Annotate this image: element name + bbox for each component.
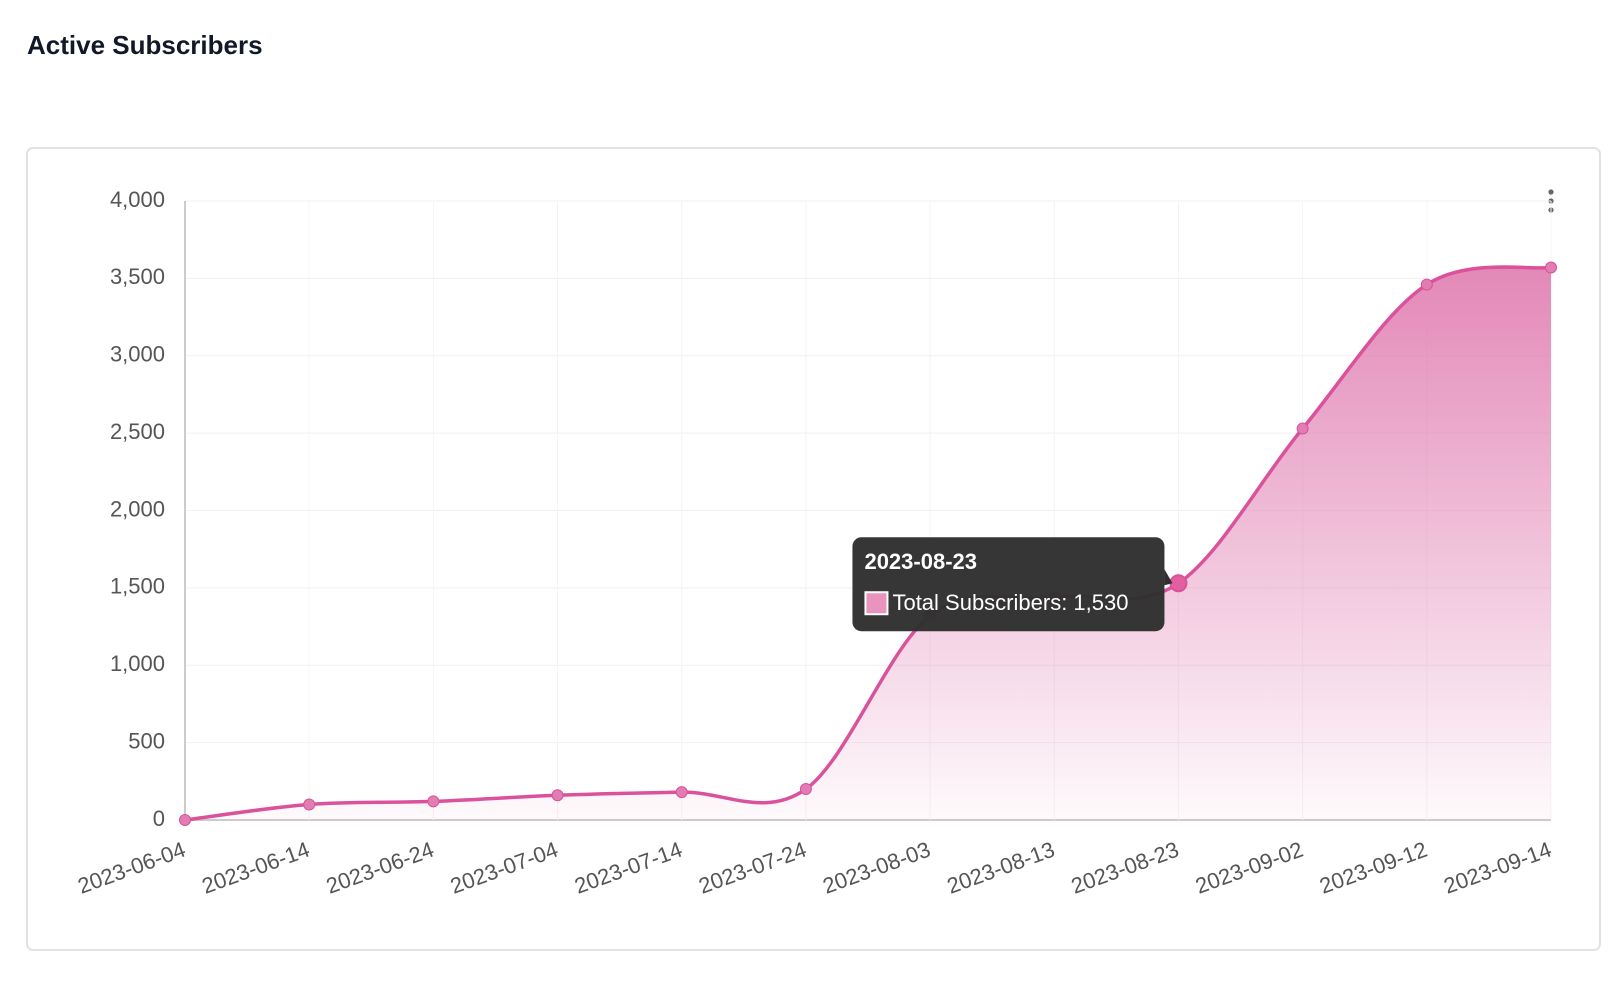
tooltip: 2023-08-23 Total Subscribers: 1,530 xyxy=(852,537,1173,632)
tooltip-swatch xyxy=(864,591,889,616)
point xyxy=(675,786,688,799)
y-tick-label: 0 xyxy=(153,806,165,831)
tooltip-arrow xyxy=(1164,569,1173,586)
y-tick-label: 4,000 xyxy=(110,187,165,212)
point xyxy=(303,798,316,811)
tooltip-title: 2023-08-23 xyxy=(864,549,977,574)
point xyxy=(1296,422,1309,435)
point xyxy=(551,789,564,802)
y-tick-label: 3,000 xyxy=(110,342,165,367)
hover-point xyxy=(1169,574,1188,593)
tooltip-text: Total Subscribers: 1,530 xyxy=(892,590,1128,615)
y-tick-label: 2,500 xyxy=(110,419,165,444)
y-tick-label: 2,000 xyxy=(110,496,165,521)
point xyxy=(1420,278,1433,291)
area-fill xyxy=(185,266,1551,820)
page-title: Active Subscribers xyxy=(27,30,263,60)
point xyxy=(799,783,812,796)
point xyxy=(427,795,440,808)
point xyxy=(1545,261,1557,274)
y-tick-label: 500 xyxy=(128,728,165,753)
y-tick-label: 3,500 xyxy=(110,264,165,289)
tooltip-box xyxy=(852,537,1165,632)
y-tick-label: 1,000 xyxy=(110,651,165,676)
y-tick-label: 1,500 xyxy=(110,574,165,599)
menu-dot xyxy=(1548,189,1554,195)
point xyxy=(179,814,191,826)
